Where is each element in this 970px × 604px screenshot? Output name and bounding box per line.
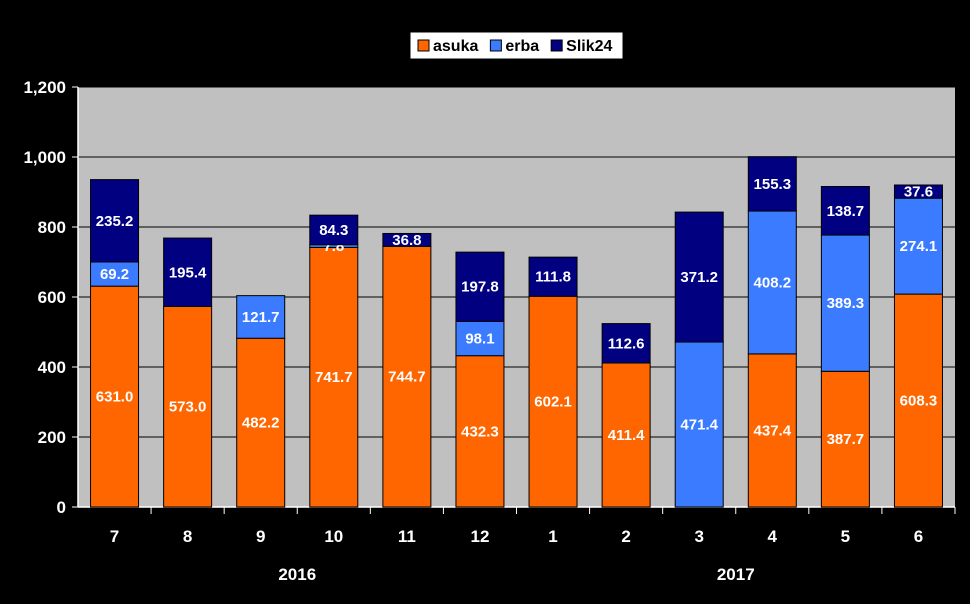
data-label-slik24-10: 84.3 [319,222,348,239]
data-label-erba-12: 98.1 [465,331,494,348]
x-tick-label: 11 [398,527,416,546]
bar-asuka-1 [528,295,578,508]
y-tick-label: 200 [38,428,66,447]
bar-asuka-12 [455,355,505,508]
legend-label-erba: erba [505,38,539,55]
data-label-asuka-4: 437.4 [754,422,792,439]
bar-asuka-10 [309,246,359,508]
x-tick-label: 3 [694,527,703,546]
data-label-asuka-10: 741.7 [315,369,353,386]
x-tick-label: 7 [110,527,119,546]
bar-erba-3 [674,341,724,508]
legend-label-slik24: Slik24 [566,38,612,55]
y-tick-label: 1,000 [23,148,66,167]
x-tick-label: 5 [841,527,850,546]
x-tick-label: 12 [470,527,489,546]
legend-box [409,31,624,60]
x-tick-label: 2 [621,527,630,546]
data-label-slik24-11: 36.8 [392,232,421,249]
y-tick-label: 400 [38,358,66,377]
bar-erba-6 [893,197,943,295]
bar-slik24-2 [601,323,651,364]
bar-asuka-9 [236,337,286,508]
bar-erba-9 [236,295,286,339]
data-label-slik24-2: 112.6 [608,335,645,352]
data-label-asuka-8: 573.0 [169,399,207,416]
data-label-asuka-9: 482.2 [242,415,280,432]
data-label-slik24-6: 37.6 [904,184,933,201]
bar-slik24-10 [309,214,359,246]
data-label-asuka-6: 608.3 [900,393,938,410]
bar-slik24-8 [163,237,213,307]
data-label-erba-9: 121.7 [242,309,280,326]
bar-asuka-5 [820,370,870,508]
bar-slik24-4 [747,156,797,212]
bar-slik24-1 [528,256,578,297]
bar-asuka-6 [893,293,943,508]
data-label-erba-3: 471.4 [680,417,718,434]
x-tick-label: 6 [914,527,923,546]
legend-swatch-asuka [417,39,430,52]
bar-erba-4 [747,210,797,355]
legend-label-asuka: asuka [433,38,478,55]
data-label-asuka-2: 411.4 [608,427,645,444]
bar-slik24-12 [455,251,505,322]
data-label-erba-5: 389.3 [827,295,865,312]
x-tick-label: 10 [324,527,343,546]
data-label-slik24-5: 138.7 [827,203,865,220]
bar-erba-12 [455,320,505,357]
data-label-erba-4: 408.2 [754,274,792,291]
data-label-asuka-11: 744.7 [388,369,426,386]
bar-asuka-2 [601,362,651,508]
data-label-asuka-1: 602.1 [534,394,572,411]
data-label-asuka-12: 432.3 [461,423,499,440]
bar-asuka-8 [163,305,213,508]
bar-slik24-5 [820,186,870,236]
data-label-slik24-7: 235.2 [96,213,134,230]
data-label-slik24-12: 197.8 [461,279,499,296]
data-label-slik24-3: 371.2 [680,269,718,286]
x-tick-label: 9 [256,527,265,546]
legend-swatch-slik24 [550,39,563,52]
y-tick-label: 800 [38,218,66,237]
y-tick-label: 1,200 [23,78,66,97]
data-label-slik24-4: 155.3 [754,176,792,193]
data-label-slik24-1: 111.8 [535,269,571,286]
y-tick-label: 600 [38,288,66,307]
data-label-erba-6: 274.1 [900,238,938,255]
x-tick-label: 8 [183,527,192,546]
data-label-asuka-7: 631.0 [96,389,134,406]
y-tick-label: 0 [57,498,66,517]
bar-slik24-3 [674,211,724,343]
bar-slik24-6 [893,184,943,199]
bar-slik24-11 [382,232,432,247]
x-group-label-2016: 2016 [278,565,316,584]
data-label-asuka-5: 387.7 [827,431,865,448]
x-group-label-2017: 2017 [717,565,755,584]
bar-slik24-7 [90,179,140,263]
x-tick-label: 1 [548,527,557,546]
data-label-slik24-8: 195.4 [169,264,207,281]
legend-swatch-erba [489,39,502,52]
data-label-erba-7: 69.2 [100,266,129,283]
x-tick-label: 4 [768,527,778,546]
